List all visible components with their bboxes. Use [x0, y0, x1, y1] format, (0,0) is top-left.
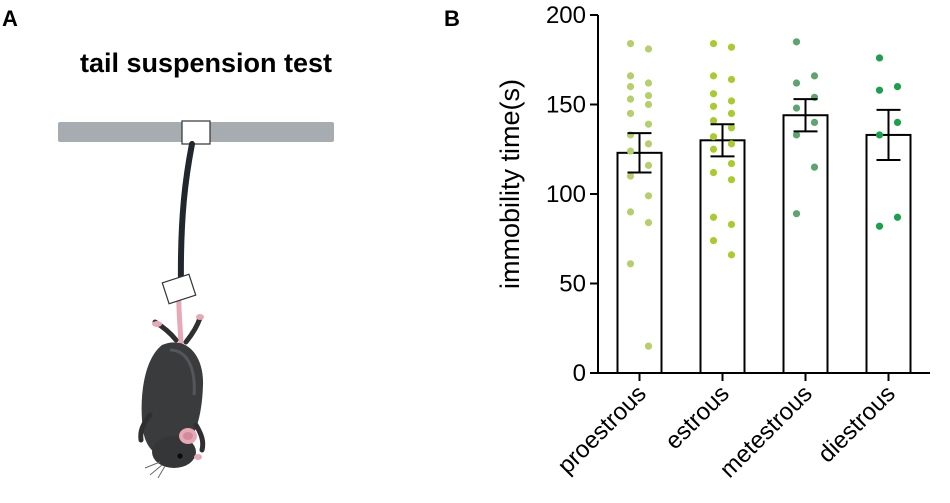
data-point-estrous: [709, 168, 718, 177]
data-point-estrous: [727, 43, 736, 51]
tail-tape-clip: [161, 273, 197, 305]
x-tick-label-estrous: estrous: [660, 380, 735, 455]
data-point-estrous: [727, 140, 736, 148]
y-tick-label: 100: [546, 181, 586, 208]
data-point-proestrous: [644, 161, 653, 169]
data-point-estrous: [727, 124, 736, 132]
data-point-estrous: [709, 117, 718, 125]
y-tick-label: 0: [573, 360, 586, 387]
data-point-metestrous: [810, 118, 819, 126]
data-point-metestrous: [792, 79, 801, 87]
data-point-estrous: [709, 133, 718, 141]
data-point-proestrous: [644, 140, 653, 148]
data-point-estrous: [727, 109, 736, 118]
data-point-proestrous: [626, 83, 635, 91]
data-point-estrous: [709, 145, 718, 153]
data-point-estrous: [709, 90, 718, 98]
data-point-proestrous: [644, 120, 653, 128]
data-point-metestrous: [792, 210, 801, 218]
data-point-proestrous: [626, 208, 635, 216]
data-point-proestrous: [626, 40, 635, 48]
data-point-estrous: [709, 40, 718, 48]
data-point-estrous: [727, 97, 736, 105]
data-point-diestrous: [875, 86, 884, 94]
data-point-diestrous: [893, 213, 902, 221]
y-axis-title: immobility time(s): [495, 79, 525, 289]
data-point-diestrous: [875, 54, 884, 62]
data-point-diestrous: [875, 222, 884, 230]
data-point-metestrous: [792, 38, 801, 46]
data-point-metestrous: [810, 72, 819, 80]
data-point-proestrous: [644, 91, 653, 100]
data-point-proestrous: [644, 45, 653, 53]
data-point-diestrous: [875, 131, 884, 139]
data-point-proestrous: [644, 192, 653, 200]
data-point-diestrous: [893, 118, 902, 126]
data-point-proestrous: [626, 109, 635, 118]
bar-estrous: [699, 139, 746, 374]
data-point-estrous: [709, 72, 718, 80]
panel-a: A tail suspension test: [2, 6, 334, 479]
panel-a-label: A: [2, 6, 18, 31]
data-point-diestrous: [893, 83, 902, 91]
suspension-tape: [177, 141, 195, 290]
data-point-estrous: [709, 102, 718, 110]
data-point-estrous: [727, 75, 736, 84]
data-point-estrous: [727, 176, 736, 184]
data-point-estrous: [727, 220, 736, 229]
bar-metestrous: [782, 114, 829, 375]
bar-diestrous: [865, 133, 912, 374]
illustration-title: tail suspension test: [80, 48, 332, 78]
x-tick-label-proestrous: proestrous: [552, 380, 651, 479]
y-tick-label: 150: [546, 92, 586, 119]
panel-b-label: B: [444, 6, 460, 31]
top-tape-clip: [181, 120, 211, 145]
data-point-metestrous: [792, 131, 801, 139]
data-point-metestrous: [810, 163, 819, 171]
y-tick-label: 50: [559, 271, 586, 298]
data-point-metestrous: [792, 104, 801, 112]
data-point-proestrous: [626, 147, 635, 155]
data-point-proestrous: [644, 219, 653, 227]
mouse-illustration: [138, 287, 206, 479]
bar-proestrous: [616, 151, 663, 374]
data-point-proestrous: [626, 260, 635, 268]
data-point-estrous: [709, 213, 718, 221]
data-point-estrous: [727, 251, 736, 259]
data-point-proestrous: [644, 342, 653, 350]
data-point-estrous: [709, 236, 718, 245]
data-point-proestrous: [626, 95, 635, 103]
x-tick-label-diestrous: diestrous: [813, 380, 901, 468]
data-point-proestrous: [644, 79, 653, 87]
y-tick-label: 200: [546, 2, 586, 29]
data-point-proestrous: [626, 72, 635, 80]
data-point-proestrous: [626, 172, 635, 180]
data-point-proestrous: [644, 100, 653, 109]
data-point-estrous: [727, 159, 736, 168]
